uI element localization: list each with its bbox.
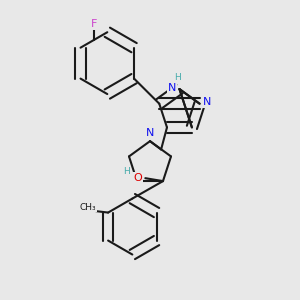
Text: O: O xyxy=(134,173,142,183)
Text: N: N xyxy=(203,97,211,107)
Text: H: H xyxy=(175,73,181,82)
Text: F: F xyxy=(91,19,97,29)
Text: N: N xyxy=(146,128,154,138)
Text: H: H xyxy=(123,167,130,176)
Text: CH₃: CH₃ xyxy=(79,203,96,212)
Text: N: N xyxy=(168,82,176,93)
